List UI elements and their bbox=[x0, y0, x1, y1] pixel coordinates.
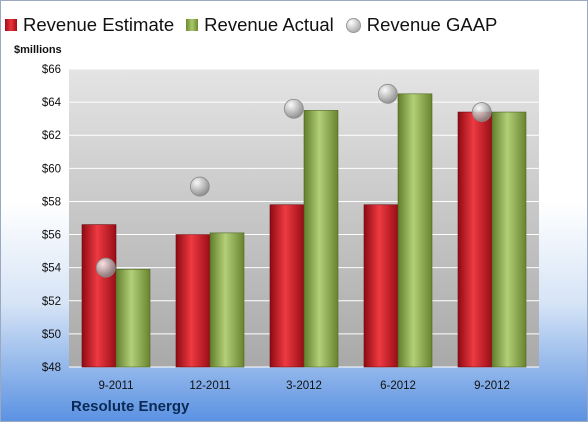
x-tick-label: 9-2012 bbox=[474, 380, 510, 392]
legend-item-estimate: Revenue Estimate bbox=[5, 14, 174, 36]
y-tick-label: $58 bbox=[42, 196, 61, 208]
y-tick-label: $54 bbox=[42, 263, 62, 275]
marker-revenue-gaap bbox=[377, 83, 398, 104]
marker-revenue-gaap bbox=[189, 176, 210, 197]
bar-revenue-estimate bbox=[81, 224, 117, 368]
bar-revenue-estimate bbox=[457, 111, 493, 368]
bar-revenue-actual bbox=[491, 111, 527, 368]
legend-swatch-actual bbox=[186, 19, 199, 31]
x-axis-ticks: 9-2011 12-2011 3-2012 6-2012 9-2012 bbox=[99, 380, 510, 392]
y-tick-label: $52 bbox=[42, 296, 61, 308]
y-tick-label: $56 bbox=[42, 230, 61, 242]
legend-item-actual: Revenue Actual bbox=[186, 14, 334, 36]
marker-revenue-gaap bbox=[471, 102, 492, 122]
y-axis-ticks: $48 $50 $52 $54 $56 $58 $60 $62 $64 $66 bbox=[42, 64, 62, 374]
x-tick-label: 3-2012 bbox=[286, 380, 322, 392]
legend-item-gaap: Revenue GAAP bbox=[345, 14, 498, 36]
bar-revenue-estimate bbox=[269, 204, 305, 368]
y-tick-label: $48 bbox=[42, 362, 61, 374]
gaap-markers bbox=[95, 83, 492, 278]
y-tick-label: $50 bbox=[42, 329, 61, 341]
y-tick-label: $64 bbox=[42, 97, 62, 109]
bar-revenue-actual bbox=[397, 93, 433, 368]
y-axis-unit-label: $millions bbox=[14, 44, 62, 56]
legend-label-estimate: Revenue Estimate bbox=[23, 14, 175, 35]
y-tick-label: $66 bbox=[42, 64, 61, 76]
legend-swatch-estimate bbox=[5, 19, 17, 31]
legend-label-actual: Revenue Actual bbox=[204, 14, 334, 35]
x-tick-label: 12-2011 bbox=[189, 380, 230, 392]
bar-revenue-actual bbox=[209, 232, 245, 368]
bar-revenue-actual bbox=[115, 269, 151, 368]
company-name: Resolute Energy bbox=[71, 398, 190, 415]
legend-swatch-gaap bbox=[345, 17, 361, 33]
x-tick-label: 6-2012 bbox=[380, 380, 416, 392]
bar-revenue-estimate bbox=[175, 234, 211, 368]
bars bbox=[81, 93, 527, 368]
legend-label-gaap: Revenue GAAP bbox=[366, 14, 498, 35]
bar-revenue-actual bbox=[303, 110, 339, 368]
bar-revenue-estimate bbox=[363, 204, 399, 368]
y-tick-label: $60 bbox=[42, 163, 61, 175]
chart-legend: Revenue Estimate Revenue Actual Revenue … bbox=[5, 14, 585, 36]
marker-revenue-gaap bbox=[283, 98, 304, 119]
y-tick-label: $62 bbox=[42, 130, 61, 142]
x-tick-label: 9-2011 bbox=[99, 380, 134, 392]
marker-revenue-gaap bbox=[95, 257, 116, 278]
